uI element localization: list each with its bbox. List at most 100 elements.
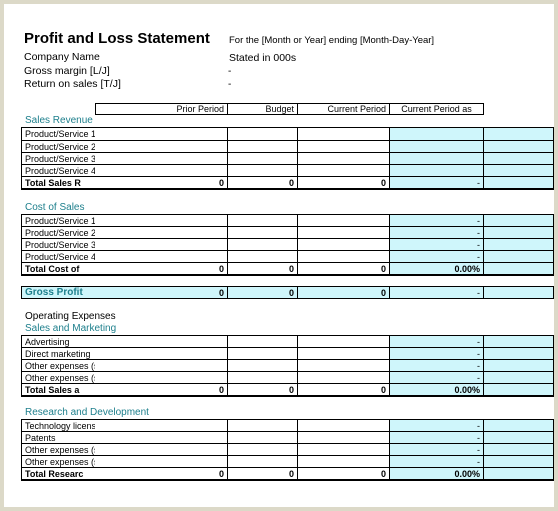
prior-cell[interactable] (95, 420, 228, 432)
budget-cell[interactable] (228, 348, 298, 360)
pct-cell[interactable]: - (390, 251, 484, 263)
prior-cell[interactable] (95, 165, 228, 177)
extra-cell[interactable] (484, 456, 554, 468)
budget-total[interactable]: 0 (228, 263, 298, 276)
extra-cell[interactable] (484, 153, 554, 165)
extra-cell[interactable] (484, 177, 554, 190)
table-row[interactable]: Patents - (21, 432, 554, 444)
extra-cell[interactable] (484, 360, 554, 372)
row-label[interactable]: Advertising (21, 336, 95, 348)
extra-cell[interactable] (484, 251, 554, 263)
current-cell[interactable] (298, 227, 390, 239)
total-row[interactable]: Total Sales R 0 0 0 - (21, 177, 554, 190)
row-label[interactable]: Product/Service 4 (21, 165, 95, 177)
pct-cell[interactable]: - (390, 227, 484, 239)
prior-cell[interactable] (95, 153, 228, 165)
prior-cell[interactable] (95, 348, 228, 360)
row-label[interactable]: Product/Service 2 (21, 141, 95, 153)
pct-total[interactable]: 0.00% (390, 468, 484, 481)
prior-cell[interactable] (95, 372, 228, 384)
pct-total[interactable]: - (390, 286, 484, 299)
table-row[interactable]: Product/Service 2 - (21, 227, 554, 239)
pct-cell[interactable] (390, 141, 484, 153)
row-label[interactable]: Product/Service 2 (21, 227, 95, 239)
row-label[interactable]: Product/Service 3 (21, 239, 95, 251)
row-label[interactable]: Other expenses (specify) (21, 372, 95, 384)
pct-cell[interactable] (390, 153, 484, 165)
current-cell[interactable] (298, 336, 390, 348)
extra-cell[interactable] (484, 286, 554, 299)
row-label[interactable]: Patents (21, 432, 95, 444)
prior-cell[interactable] (95, 141, 228, 153)
budget-cell[interactable] (228, 128, 298, 141)
budget-cell[interactable] (228, 360, 298, 372)
row-label[interactable]: Product/Service 1 (21, 215, 95, 227)
extra-cell[interactable] (484, 420, 554, 432)
table-row[interactable]: Product/Service 1 - (21, 214, 554, 227)
pct-total[interactable]: 0.00% (390, 384, 484, 397)
row-label[interactable]: Direct marketing (21, 348, 95, 360)
pct-cell[interactable]: - (390, 444, 484, 456)
extra-cell[interactable] (484, 384, 554, 397)
prior-cell[interactable] (95, 128, 228, 141)
current-total[interactable]: 0 (298, 177, 390, 190)
pct-cell[interactable]: - (390, 348, 484, 360)
total-row[interactable]: Total Researc 0 0 0 0.00% (21, 468, 554, 481)
extra-cell[interactable] (484, 239, 554, 251)
prior-cell[interactable] (95, 239, 228, 251)
extra-cell[interactable] (484, 263, 554, 276)
prior-cell[interactable] (95, 215, 228, 227)
budget-cell[interactable] (228, 251, 298, 263)
current-total[interactable]: 0 (298, 286, 390, 299)
budget-cell[interactable] (228, 372, 298, 384)
table-row[interactable]: Product/Service 1 (21, 127, 554, 141)
pct-cell[interactable] (390, 165, 484, 177)
prior-cell[interactable] (95, 336, 228, 348)
current-cell[interactable] (298, 141, 390, 153)
pct-cell[interactable]: - (390, 215, 484, 227)
table-row[interactable]: Direct marketing - (21, 348, 554, 360)
table-row[interactable]: Other expenses (specify) - (21, 456, 554, 468)
extra-cell[interactable] (484, 432, 554, 444)
current-total[interactable]: 0 (298, 263, 390, 276)
prior-total[interactable]: 0 (95, 263, 228, 276)
table-row[interactable]: Product/Service 3 - (21, 239, 554, 251)
pct-cell[interactable] (390, 128, 484, 141)
extra-cell[interactable] (484, 141, 554, 153)
extra-cell[interactable] (484, 165, 554, 177)
current-cell[interactable] (298, 444, 390, 456)
prior-cell[interactable] (95, 251, 228, 263)
extra-cell[interactable] (484, 444, 554, 456)
current-cell[interactable] (298, 456, 390, 468)
row-label[interactable]: Product/Service 4 (21, 251, 95, 263)
table-row[interactable]: Other expenses (specify) - (21, 360, 554, 372)
prior-cell[interactable] (95, 456, 228, 468)
row-label[interactable]: Other expenses (specify) (21, 456, 95, 468)
budget-cell[interactable] (228, 215, 298, 227)
row-label[interactable]: Product/Service 1 (21, 128, 95, 141)
table-row[interactable]: Other expenses (specify) - (21, 372, 554, 384)
period-subtitle[interactable]: For the [Month or Year] ending [Month-Da… (229, 35, 435, 46)
table-row[interactable]: Product/Service 3 (21, 153, 554, 165)
budget-cell[interactable] (228, 227, 298, 239)
pct-cell[interactable]: - (390, 432, 484, 444)
pct-cell[interactable]: - (390, 336, 484, 348)
extra-cell[interactable] (484, 215, 554, 227)
prior-total[interactable]: 0 (95, 384, 228, 397)
extra-cell[interactable] (484, 348, 554, 360)
current-cell[interactable] (298, 153, 390, 165)
gross-profit-row[interactable]: Gross Profit 0 0 0 - (21, 286, 554, 299)
pct-cell[interactable]: - (390, 239, 484, 251)
budget-total[interactable]: 0 (228, 468, 298, 481)
budget-cell[interactable] (228, 444, 298, 456)
prior-cell[interactable] (95, 444, 228, 456)
prior-cell[interactable] (95, 227, 228, 239)
budget-total[interactable]: 0 (228, 286, 298, 299)
current-total[interactable]: 0 (298, 384, 390, 397)
current-cell[interactable] (298, 251, 390, 263)
pct-total[interactable]: - (390, 177, 484, 190)
prior-total[interactable]: 0 (95, 468, 228, 481)
current-cell[interactable] (298, 432, 390, 444)
current-cell[interactable] (298, 372, 390, 384)
prior-total[interactable]: 0 (95, 177, 228, 190)
